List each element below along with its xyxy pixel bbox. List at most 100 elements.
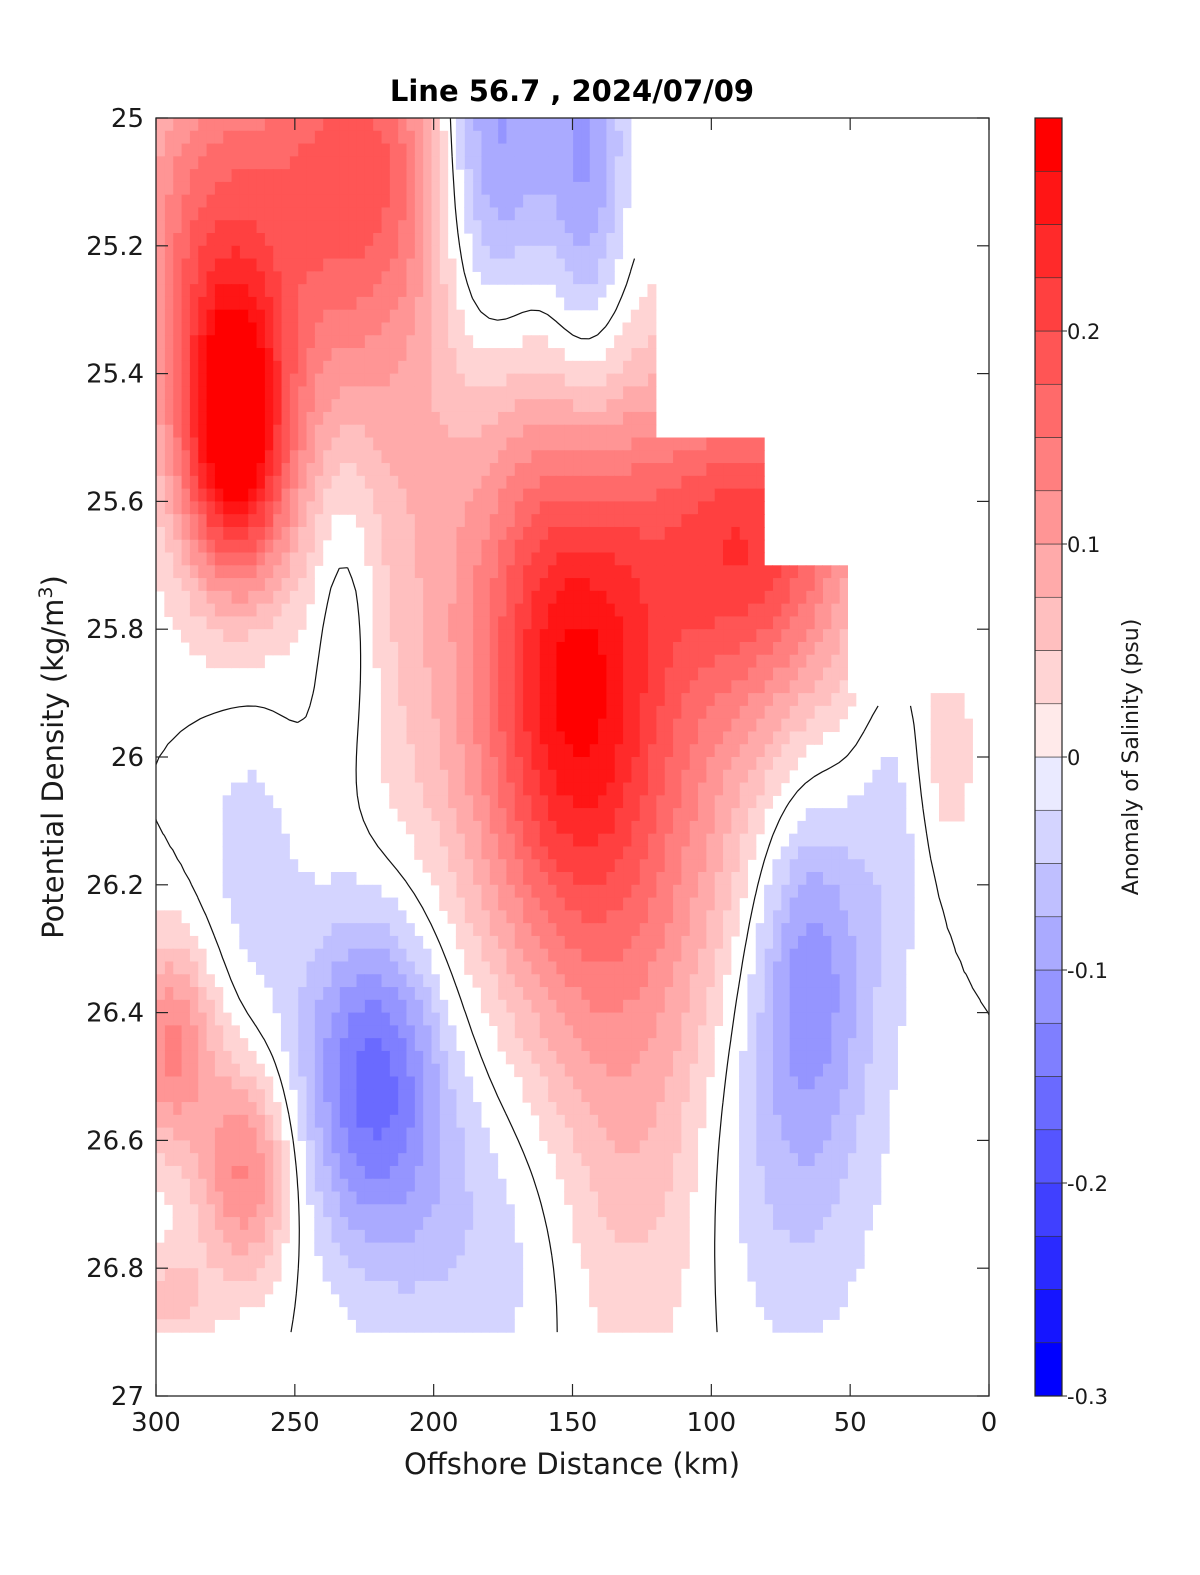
anomaly-cell [339,948,349,963]
anomaly-cell [489,271,499,285]
anomaly-cell [156,118,165,132]
anomaly-cell [305,143,315,157]
anomaly-cell [289,526,299,541]
anomaly-cell [172,475,182,490]
anomaly-cell [372,590,382,605]
anomaly-cell [389,1012,399,1026]
anomaly-cell [547,948,557,963]
anomaly-cell [955,795,965,809]
anomaly-cell [797,731,807,745]
anomaly-cell [480,820,490,835]
anomaly-cell [164,296,174,311]
anomaly-cell [589,846,599,860]
anomaly-cell [197,1063,207,1078]
anomaly-cell [697,961,707,975]
anomaly-cell [564,731,574,745]
anomaly-cell [347,935,357,950]
anomaly-cell [405,769,415,784]
anomaly-cell [522,859,532,873]
anomaly-cell [605,156,615,170]
anomaly-cell [480,526,490,541]
anomaly-cell [597,808,607,822]
anomaly-cell [630,578,640,592]
anomaly-cell [247,1089,257,1103]
anomaly-cell [830,578,840,592]
anomaly-cell [497,143,507,157]
anomaly-cell [672,948,682,963]
anomaly-cell [389,258,399,272]
anomaly-cell [597,1012,607,1026]
anomaly-cell [880,1076,890,1090]
anomaly-cell [297,348,307,362]
anomaly-cell [464,718,474,733]
anomaly-cell [614,233,624,247]
anomaly-cell [305,424,315,439]
anomaly-cell [714,437,724,451]
anomaly-cell [672,680,682,694]
anomaly-cell [497,872,507,886]
anomaly-cell [814,1089,823,1103]
anomaly-cell [530,539,540,554]
anomaly-cell [664,782,674,796]
anomaly-cell [480,590,490,605]
anomaly-cell [597,757,607,771]
anomaly-cell [672,654,682,669]
anomaly-cell [764,1012,774,1026]
anomaly-cell [722,514,732,528]
anomaly-cell [189,641,199,656]
anomaly-cell [289,910,299,924]
anomaly-cell [430,373,440,387]
anomaly-cell [505,194,515,209]
anomaly-cell [172,156,182,170]
anomaly-cell [572,194,582,209]
anomaly-cell [589,680,599,694]
anomaly-cell [730,501,740,515]
anomaly-cell [372,130,382,145]
anomaly-cell [780,757,790,771]
anomaly-cell [455,335,465,349]
anomaly-cell [589,744,599,758]
anomaly-cell [405,296,415,311]
anomaly-cell [455,820,465,835]
anomaly-cell [605,437,615,451]
anomaly-cell [405,501,415,515]
anomaly-cell [714,731,724,745]
anomaly-cell [364,987,374,1001]
anomaly-cell [222,590,232,605]
anomaly-cell [514,590,524,605]
anomaly-cell [497,999,507,1014]
anomaly-cell [305,501,315,515]
anomaly-cell [489,795,499,809]
anomaly-cell [314,118,324,132]
anomaly-cell [705,629,715,643]
anomaly-cell [639,1050,649,1065]
anomaly-cell [372,348,382,362]
anomaly-cell [714,795,724,809]
anomaly-cell [464,935,474,950]
anomaly-cell [214,296,224,311]
anomaly-cell [680,565,690,579]
anomaly-cell [705,948,715,963]
anomaly-cell [172,424,182,439]
anomaly-cell [780,999,790,1014]
anomaly-cell [156,578,165,592]
anomaly-cell [705,565,715,579]
anomaly-cell [672,437,682,451]
anomaly-cell [589,373,599,387]
anomaly-cell [422,399,432,413]
anomaly-cell [355,156,365,170]
anomaly-cell [322,935,332,950]
anomaly-cell [614,220,624,234]
anomaly-cell [489,590,499,605]
anomaly-cell [789,948,799,963]
anomaly-cell [305,590,315,605]
anomaly-cell [414,795,424,809]
anomaly-cell [330,884,340,899]
anomaly-cell [497,526,507,541]
anomaly-cell [530,948,540,963]
anomaly-cell [414,565,424,579]
anomaly-cell [739,859,749,873]
anomaly-cell [689,948,699,963]
anomaly-cell [605,373,615,387]
anomaly-cell [514,884,524,899]
